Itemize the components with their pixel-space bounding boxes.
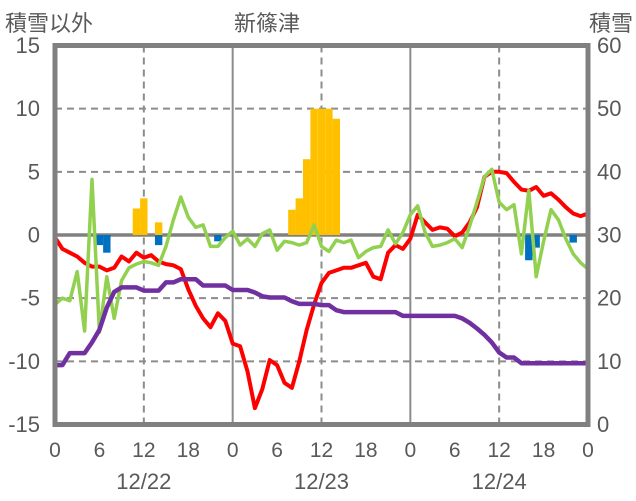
right-axis-tick-label: 0	[597, 412, 609, 437]
orange-bars-bar	[140, 198, 148, 235]
date-label: 12/23	[294, 469, 349, 494]
date-label: 12/22	[116, 469, 171, 494]
left-axis-title: 積雪以外	[5, 11, 94, 36]
orange-bars-bar	[325, 108, 333, 235]
hour-tick-label: 0	[49, 439, 61, 462]
hour-tick-label: 12	[487, 439, 510, 462]
hour-tick-label: 18	[354, 439, 377, 462]
hour-tick-label: 6	[449, 439, 461, 462]
blue-bars-bar	[103, 235, 111, 253]
hour-tick-label: 18	[532, 439, 555, 462]
blue-bars-bar	[525, 235, 533, 261]
right-axis-tick-label: 40	[597, 159, 621, 184]
chart-title: 新篠津	[233, 11, 301, 36]
red-line	[53, 169, 590, 411]
orange-bars-bar	[317, 108, 326, 235]
blue-bars-bar	[214, 235, 222, 242]
left-axis-tick-label: -15	[8, 412, 40, 437]
right-axis-tick-label: 20	[597, 286, 621, 311]
right-axis-title: 積雪	[588, 11, 633, 36]
orange-bars-bar	[154, 222, 163, 235]
hour-tick-label: 12	[132, 439, 155, 462]
orange-bars-bar	[132, 208, 141, 235]
hour-tick-label: 0	[227, 439, 239, 462]
left-axis-tick-label: -10	[8, 349, 40, 374]
left-axis-tick-label: 5	[28, 159, 40, 184]
blue-bars-bar	[154, 235, 163, 246]
left-axis-tick-label: 10	[16, 96, 40, 121]
orange-bars-bar	[310, 108, 318, 235]
hour-tick-label: 18	[177, 439, 200, 462]
hour-tick-label: 6	[271, 439, 283, 462]
date-label: 12/24	[472, 469, 527, 494]
orange-bars-bar	[295, 198, 303, 235]
blue-bars-bar	[569, 235, 577, 243]
orange-bars-bar	[288, 209, 296, 235]
right-axis-tick-label: 30	[597, 223, 621, 248]
left-axis-tick-label: -5	[20, 286, 40, 311]
hour-tick-label: 12	[310, 439, 333, 462]
right-axis-tick-label: 60	[597, 33, 621, 58]
right-axis-tick-label: 10	[597, 349, 621, 374]
hour-tick-label: 0	[404, 439, 416, 462]
purple-line	[52, 276, 591, 368]
hour-tick-label: 0	[582, 439, 594, 462]
right-axis-tick-label: 50	[597, 96, 621, 121]
left-axis-tick-label: 0	[28, 223, 40, 248]
blue-bars-bar	[95, 235, 104, 246]
left-axis-tick-label: 15	[16, 33, 40, 58]
orange-bars-bar	[332, 118, 341, 235]
plot-border	[52, 43, 591, 427]
hour-tick-label: 6	[94, 439, 106, 462]
orange-bars-bar	[302, 159, 311, 235]
blue-bars-bar	[532, 235, 540, 248]
green-line	[53, 167, 590, 335]
